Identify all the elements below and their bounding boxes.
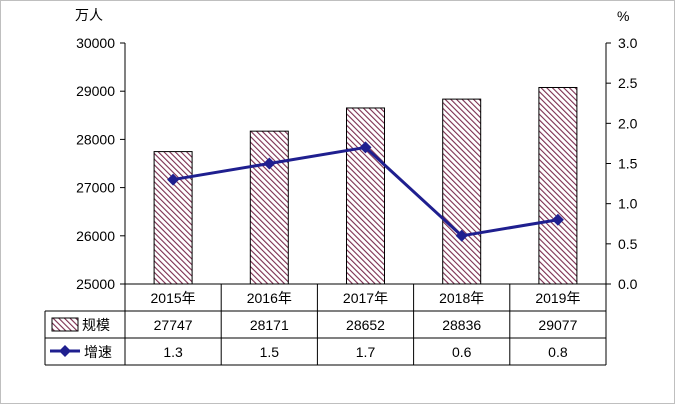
left-tick-label: 30000 bbox=[76, 35, 115, 51]
line-point bbox=[263, 157, 276, 170]
line-value-label: 0.6 bbox=[452, 344, 472, 360]
left-axis-ticks: 25000 26000 27000 28000 29000 30000 bbox=[76, 35, 125, 292]
bar bbox=[153, 151, 193, 285]
legend-bar-swatch bbox=[51, 317, 79, 332]
right-axis-unit: % bbox=[617, 8, 629, 24]
line-value-label: 0.8 bbox=[548, 344, 568, 360]
line-value-label: 1.3 bbox=[163, 344, 183, 360]
line-point bbox=[551, 213, 564, 226]
bar-series bbox=[153, 86, 578, 285]
category-label: 2016年 bbox=[247, 290, 292, 306]
line-series bbox=[167, 141, 564, 242]
left-axis-unit: 万人 bbox=[75, 7, 103, 23]
category-label: 2018年 bbox=[439, 290, 484, 306]
bar-value-label: 28836 bbox=[442, 317, 481, 333]
left-tick-label: 25000 bbox=[76, 276, 115, 292]
legend-bar-label: 规模 bbox=[82, 317, 110, 333]
category-label: 2017年 bbox=[343, 290, 388, 306]
category-label: 2015年 bbox=[151, 290, 196, 306]
left-tick-label: 26000 bbox=[76, 228, 115, 244]
right-tick-label: 1.0 bbox=[618, 196, 638, 212]
right-tick-label: 0.5 bbox=[618, 236, 638, 252]
left-tick-label: 28000 bbox=[76, 131, 115, 147]
line-point bbox=[167, 173, 180, 186]
bar bbox=[346, 107, 385, 285]
bar-value-label: 28652 bbox=[346, 317, 385, 333]
bar bbox=[538, 86, 578, 285]
line-value-label: 1.7 bbox=[356, 344, 376, 360]
category-label: 2019年 bbox=[535, 290, 580, 306]
right-tick-label: 3.0 bbox=[618, 35, 638, 51]
line-point bbox=[359, 141, 372, 154]
line-value-label: 1.5 bbox=[260, 344, 280, 360]
right-tick-label: 2.5 bbox=[618, 75, 638, 91]
bar-value-label: 28171 bbox=[250, 317, 289, 333]
left-tick-label: 29000 bbox=[76, 83, 115, 99]
line-point bbox=[455, 229, 468, 242]
bar bbox=[249, 130, 289, 285]
right-axis-ticks: 0.0 0.5 1.0 1.5 2.0 2.5 3.0 bbox=[606, 35, 638, 292]
right-tick-label: 2.0 bbox=[618, 115, 638, 131]
right-tick-label: 1.5 bbox=[618, 156, 638, 172]
bar bbox=[442, 98, 482, 285]
bar-value-label: 29077 bbox=[538, 317, 577, 333]
legend-line-marker bbox=[59, 345, 71, 357]
bar-value-label: 27747 bbox=[154, 317, 193, 333]
right-tick-label: 0.0 bbox=[618, 276, 638, 292]
legend-line-label: 增速 bbox=[84, 344, 112, 360]
left-tick-label: 27000 bbox=[76, 180, 115, 196]
